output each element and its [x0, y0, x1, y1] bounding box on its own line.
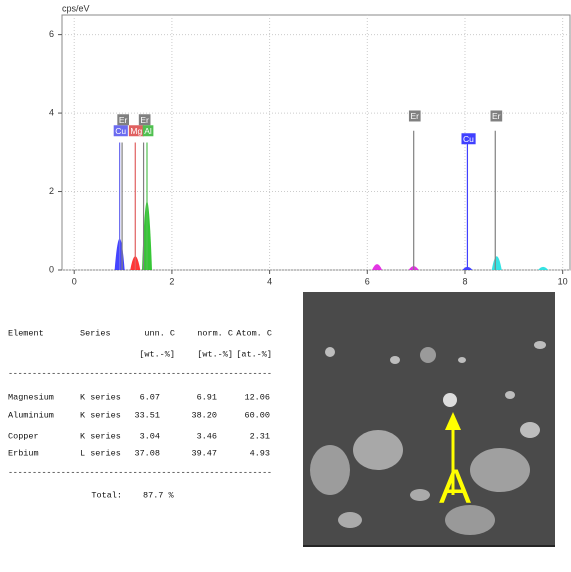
- table-cell: K series: [80, 410, 121, 420]
- peak: [538, 266, 549, 270]
- table-cell: 3.04: [140, 431, 160, 441]
- table-cell: 38.20: [191, 410, 217, 420]
- table-cell: 6.07: [140, 392, 160, 402]
- y-unit: cps/eV: [62, 3, 90, 13]
- table-separator: ----------------------------------------…: [8, 467, 272, 477]
- table-cell: 39.47: [191, 448, 217, 458]
- x-tick-label: 6: [365, 276, 370, 286]
- element-label: Cu: [463, 134, 474, 144]
- element-label-box: [461, 133, 476, 145]
- element-label: Er: [140, 115, 149, 125]
- table-cell: Erbium: [8, 448, 39, 458]
- plot-area: [61, 14, 571, 271]
- table-cell: 37.08: [134, 448, 160, 458]
- element-label: Mg: [130, 126, 142, 136]
- table-header: norm. C: [197, 328, 233, 338]
- table-unit: [wt.-%]: [139, 349, 175, 359]
- element-label: Er: [410, 111, 419, 121]
- element-label: Al: [144, 126, 152, 136]
- table-cell: 12.06: [244, 392, 270, 402]
- element-label: Cu: [115, 126, 126, 136]
- marker-label: A: [439, 461, 471, 514]
- element-label: Er: [119, 115, 128, 125]
- total-value: 87.7 %: [143, 490, 175, 500]
- x-tick-label: 10: [558, 276, 568, 286]
- peak: [491, 256, 502, 270]
- element-label-box: [138, 114, 151, 126]
- table-header: Element: [8, 328, 44, 338]
- element-label-box: [128, 125, 144, 137]
- y-tick-label: 4: [49, 107, 54, 117]
- table-cell: K series: [80, 392, 121, 402]
- x-tick-label: 4: [267, 276, 272, 286]
- table-cell: 4.93: [250, 448, 270, 458]
- element-label-box: [142, 125, 154, 137]
- table-cell: 3.46: [197, 431, 217, 441]
- table-separator: ----------------------------------------…: [8, 368, 272, 378]
- total-label: Total:: [91, 490, 122, 500]
- table-cell: Aluminium: [8, 410, 54, 420]
- table-cell: Copper: [8, 431, 39, 441]
- table-cell: 6.91: [197, 392, 217, 402]
- x-tick-label: 0: [72, 276, 77, 286]
- y-tick-label: 0: [49, 264, 54, 274]
- sem-image: A: [303, 292, 555, 567]
- table-cell: K series: [80, 431, 121, 441]
- peak: [372, 264, 383, 270]
- table-unit: [wt.-%]: [197, 349, 233, 359]
- element-label-box: [113, 125, 128, 137]
- sem-background: [303, 292, 555, 547]
- arrow-head: [445, 412, 461, 430]
- table-header: Series: [80, 328, 111, 338]
- sem-particles: [310, 341, 546, 535]
- element-label-box: [117, 114, 130, 126]
- table-cell: 2.31: [250, 431, 270, 441]
- element-label-box: [490, 110, 503, 122]
- table-header: unn. C: [144, 328, 175, 338]
- table-cell: Magnesium: [8, 392, 54, 402]
- table-cell: 60.00: [244, 410, 270, 420]
- table-header: Atom. C: [236, 328, 272, 338]
- element-label-box: [408, 110, 421, 122]
- sem-info-strip: [303, 547, 555, 567]
- y-tick-label: 6: [49, 29, 54, 39]
- x-tick-label: 8: [462, 276, 467, 286]
- x-tick-label: 2: [169, 276, 174, 286]
- y-tick-label: 2: [49, 186, 54, 196]
- table-cell: 33.51: [134, 410, 160, 420]
- table-unit: [at.-%]: [236, 349, 272, 359]
- table-cell: L series: [80, 448, 121, 458]
- element-label: Er: [492, 111, 501, 121]
